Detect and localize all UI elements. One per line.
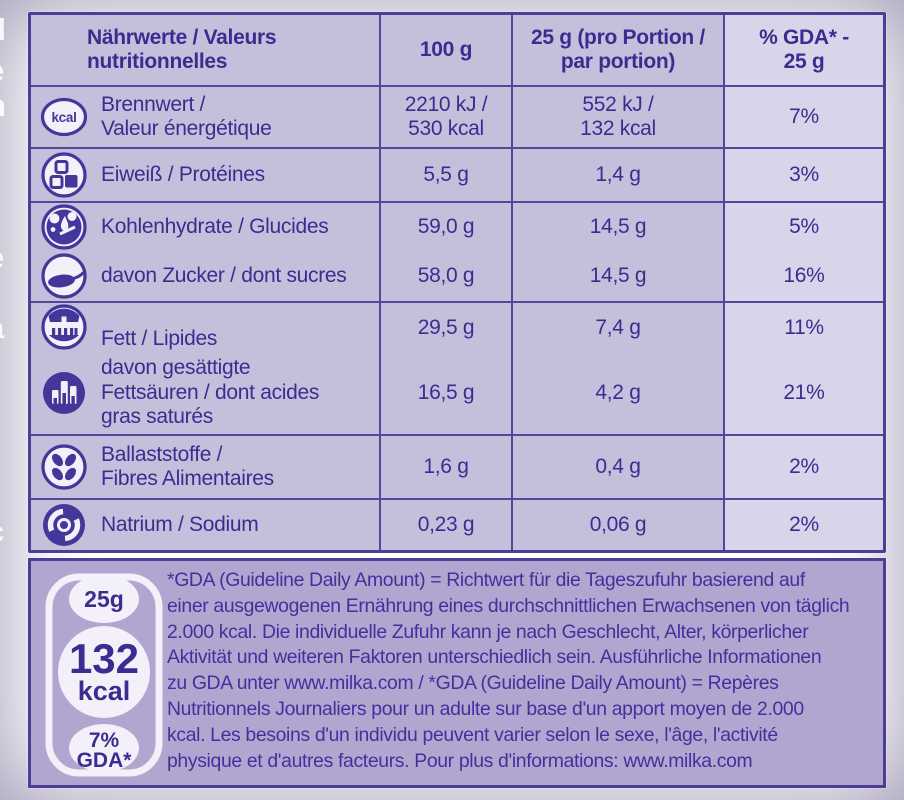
protein-cubes-icon	[41, 152, 87, 198]
row-label: davon Zucker / dont sucres	[101, 264, 347, 287]
table-header-row: Nährwerte / Valeurs nutritionnelles 100 …	[31, 15, 883, 85]
edge-letter: e	[0, 242, 4, 273]
edge-letter: e	[0, 55, 4, 86]
per25-value: 7,4 g	[511, 303, 723, 352]
per100-value: 29,5 g	[379, 303, 511, 352]
edge-letter: d	[0, 14, 6, 45]
gda-footnote-panel: 25g 132 kcal 7% GDA* *GDA (Guideline Dai…	[28, 558, 886, 788]
badge-portion-size: 25g	[84, 586, 124, 612]
edge-letter: c	[0, 516, 4, 547]
nutrition-table: Nährwerte / Valeurs nutritionnelles 100 …	[28, 12, 886, 553]
saturated-fat-bars-icon	[43, 372, 85, 414]
per100-value: 5,5 g	[379, 149, 511, 201]
gda-value: 3%	[723, 149, 883, 201]
gda-value: 21%	[723, 352, 883, 434]
gda-value: 16%	[723, 251, 883, 301]
table-row-sugars: davon Zucker / dont sucres 58,0 g 14,5 g…	[31, 251, 883, 301]
portion-kcal-badge: 25g 132 kcal 7% GDA*	[45, 573, 163, 777]
badge-gda-label: GDA*	[77, 749, 133, 772]
per100-value: 2210 kJ / 530 kcal	[379, 87, 511, 147]
table-row-energy: kcal Brennwert / Valeur énergétique 2210…	[31, 85, 883, 147]
gda-footnote-text: *GDA (Guideline Daily Amount) = Richtwer…	[167, 569, 850, 772]
edge-letter: n	[0, 90, 6, 121]
badge-kcal-value: 132	[69, 635, 139, 682]
per25-value: 14,5 g	[511, 203, 723, 251]
gda-value: 2%	[723, 436, 883, 498]
gda-value: 2%	[723, 500, 883, 550]
table-row-sodium: Natrium / Sodium 0,23 g 0,06 g 2%	[31, 498, 883, 550]
sugar-spoon-icon	[41, 253, 87, 299]
header-per-portion: 25 g (pro Portion / par portion)	[511, 15, 723, 85]
table-row-carbohydrates: Kohlenhydrate / Glucides 59,0 g 14,5 g 5…	[31, 201, 883, 251]
per25-value: 4,2 g	[511, 352, 723, 434]
table-row-protein: Eiweiß / Protéines 5,5 g 1,4 g 3%	[31, 147, 883, 201]
row-label: Natrium / Sodium	[101, 513, 259, 536]
sodium-circle-icon	[43, 504, 85, 546]
header-gda-percent: % GDA* - 25 g	[723, 15, 883, 85]
table-row-fiber: Ballaststoffe / Fibres Alimentaires 1,6 …	[31, 434, 883, 498]
per100-value: 16,5 g	[379, 352, 511, 434]
table-row-fat: Fett / Lipides 29,5 g 7,4 g 11%	[31, 301, 883, 352]
row-label: davon gesättigte Fettsäuren / dont acide…	[101, 356, 320, 429]
row-label: Kohlenhydrate / Glucides	[101, 215, 329, 238]
per25-value: 552 kJ / 132 kcal	[511, 87, 723, 147]
fiber-leaves-icon	[41, 444, 87, 490]
row-label: Eiweiß / Protéines	[101, 163, 265, 186]
row-label: Fett / Lipides	[101, 327, 218, 350]
gda-value: 7%	[723, 87, 883, 147]
badge-kcal-unit: kcal	[78, 676, 131, 706]
badge-gda-percent: 7%	[89, 729, 120, 752]
fat-butter-icon	[41, 304, 87, 350]
per100-value: 0,23 g	[379, 500, 511, 550]
header-nutrients-label: Nährwerte / Valeurs nutritionnelles	[87, 25, 277, 73]
header-per-100g: 100 g	[379, 15, 511, 85]
per100-value: 59,0 g	[379, 203, 511, 251]
carbohydrate-bowl-icon	[41, 204, 87, 250]
gda-value: 5%	[723, 203, 883, 251]
row-label: Ballaststoffe / Fibres Alimentaires	[101, 442, 274, 490]
edge-letter: a	[0, 312, 4, 343]
gda-value: 11%	[723, 303, 883, 352]
edge-print-fragments: d e n t e a t c	[0, 0, 11, 560]
row-label: Brennwert / Valeur énergétique	[101, 92, 272, 140]
per100-value: 58,0 g	[379, 251, 511, 301]
per25-value: 0,06 g	[511, 500, 723, 550]
table-row-saturated-fat: davon gesättigte Fettsäuren / dont acide…	[31, 352, 883, 434]
svg-text:kcal: kcal	[51, 110, 76, 125]
per25-value: 0,4 g	[511, 436, 723, 498]
per25-value: 14,5 g	[511, 251, 723, 301]
per25-value: 1,4 g	[511, 149, 723, 201]
kcal-energy-icon: kcal	[40, 97, 88, 137]
per100-value: 1,6 g	[379, 436, 511, 498]
